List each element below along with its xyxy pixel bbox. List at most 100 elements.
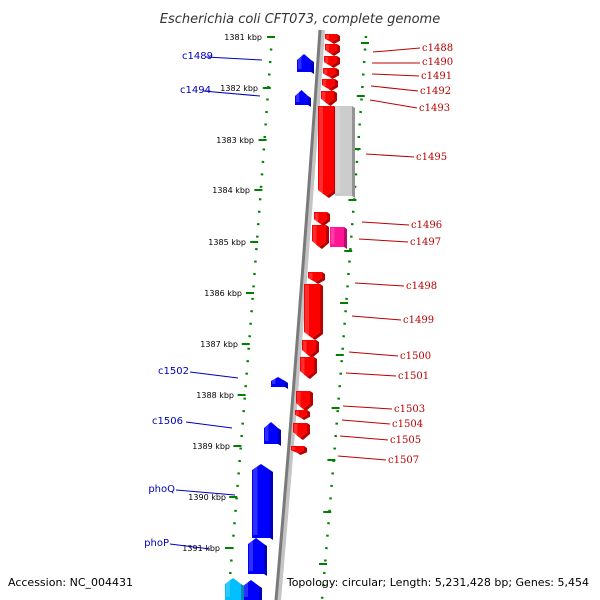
gene-feature-highlight (296, 91, 300, 102)
gene-feature-highlight (292, 447, 296, 450)
backbone-layer (274, 29, 325, 600)
gene-feature[interactable] (330, 227, 344, 247)
gene-label-c1489[interactable]: c1489 (182, 51, 213, 62)
gene-feature-shadow (300, 423, 310, 440)
gene-feature-highlight (226, 579, 230, 597)
gene-label-c1507[interactable]: c1507 (388, 455, 419, 466)
gene-feature-highlight (301, 358, 305, 374)
gene-feature[interactable] (321, 91, 334, 104)
gene-feature[interactable] (296, 391, 310, 409)
gene-label-c1491[interactable]: c1491 (421, 71, 452, 82)
gene-feature[interactable] (291, 446, 304, 453)
gene-feature-highlight (296, 411, 299, 415)
gene-label-c1490[interactable]: c1490 (422, 57, 453, 68)
gene-feature[interactable] (264, 422, 278, 444)
gene-label-c1493[interactable]: c1493 (419, 103, 450, 114)
gene-feature-shadow (270, 470, 273, 540)
gene-feature[interactable] (325, 34, 337, 42)
leader-line (205, 56, 263, 61)
gene-feature[interactable] (293, 423, 307, 438)
gene-feature-highlight (244, 581, 248, 597)
gene-label-c1496[interactable]: c1496 (411, 220, 442, 231)
gene-label-c1503[interactable]: c1503 (394, 404, 425, 415)
gene-feature-highlight (265, 423, 269, 441)
leader-line (372, 47, 421, 53)
leader-line (341, 419, 391, 425)
gene-feature-highlight (249, 539, 253, 571)
gene-feature-shadow (331, 34, 340, 44)
gene-feature[interactable] (271, 377, 285, 387)
gene-label-phoQ[interactable]: phoQ (148, 484, 175, 495)
gene-feature[interactable] (312, 225, 326, 247)
gene-feature-highlight (253, 465, 258, 535)
gene-feature[interactable] (297, 54, 311, 72)
gene-label-c1500[interactable]: c1500 (400, 351, 431, 362)
leader-line (175, 489, 236, 496)
leader-line (371, 73, 420, 77)
gene-feature-highlight (305, 285, 309, 335)
gene-feature-shadow (329, 68, 339, 79)
ruler-label: 1389 kbp (192, 442, 230, 451)
tick-marks-layer (225, 35, 369, 600)
gene-feature-highlight (309, 273, 313, 279)
gene-label-c1499[interactable]: c1499 (403, 315, 434, 326)
major-ticks (225, 36, 369, 565)
gene-label-c1495[interactable]: c1495 (416, 152, 447, 163)
gene-feature[interactable] (243, 580, 259, 600)
gene-feature-shadow (331, 44, 340, 56)
gene-feature-highlight (326, 35, 329, 39)
gene-feature-highlight (297, 392, 301, 406)
ruler-labels: 1381 kbp 1382 kbp 1383 kbp 1384 kbp 1385 kbp… (182, 33, 262, 553)
gene-label-c1488[interactable]: c1488 (422, 43, 453, 54)
gene-feature[interactable] (318, 106, 334, 196)
gene-feature[interactable] (225, 578, 241, 600)
gene-feature-shadow (309, 340, 319, 358)
gene-feature-highlight (323, 80, 327, 86)
gene-feature-shadow (303, 391, 313, 411)
topology-text: Topology: circular; Length: 5,231,428 bp… (286, 576, 589, 589)
gene-feature[interactable] (295, 90, 308, 105)
gene-feature-highlight (294, 424, 298, 435)
gene-label-c1502[interactable]: c1502 (158, 366, 189, 377)
gene-label-c1498[interactable]: c1498 (406, 281, 437, 292)
gene-feature[interactable] (314, 212, 327, 224)
gene-feature[interactable] (308, 272, 322, 282)
backbone-line-shadow (275, 29, 325, 600)
gene-feature-highlight (325, 57, 329, 63)
gene-label-c1504[interactable]: c1504 (392, 419, 423, 430)
gene-label-phoP[interactable]: phoP (144, 538, 169, 549)
gene-feature[interactable] (300, 357, 314, 377)
gene-feature-shadow (327, 91, 337, 106)
gene-feature[interactable] (323, 68, 336, 77)
gene-feature-highlight (303, 341, 307, 353)
ruler-label: 1381 kbp (224, 33, 262, 42)
gene-feature[interactable] (322, 79, 335, 89)
gene-feature[interactable] (304, 284, 320, 338)
gene-feature-shadow (328, 79, 338, 91)
gene-feature[interactable] (325, 44, 337, 54)
gene-feature-shadow (285, 381, 288, 389)
gene-feature[interactable] (335, 106, 352, 196)
ruler-label: 1382 kbp (220, 84, 258, 93)
gene-feature-shadow (330, 56, 340, 68)
gene-label-c1494[interactable]: c1494 (180, 85, 211, 96)
gene-label-c1506[interactable]: c1506 (152, 416, 183, 427)
leader-line (185, 421, 233, 429)
gene-feature[interactable] (248, 538, 264, 574)
gene-feature[interactable] (252, 464, 270, 538)
gene-feature[interactable] (324, 56, 337, 66)
gene-feature[interactable] (295, 410, 307, 418)
gene-feature-shadow (352, 106, 355, 198)
gene-feature[interactable] (302, 340, 316, 356)
gene-feature-highlight (319, 107, 323, 193)
gene-feature-highlight (298, 55, 302, 69)
gene-feature-shadow (311, 60, 314, 74)
ruler-label: 1384 kbp (212, 186, 250, 195)
gene-label-c1492[interactable]: c1492 (420, 86, 451, 97)
gene-feature-shadow (278, 428, 281, 446)
gene-label-c1501[interactable]: c1501 (398, 371, 429, 382)
leader-line (169, 543, 211, 550)
gene-label-c1505[interactable]: c1505 (390, 435, 421, 446)
leader-line (202, 90, 261, 97)
gene-label-c1497[interactable]: c1497 (410, 237, 441, 248)
